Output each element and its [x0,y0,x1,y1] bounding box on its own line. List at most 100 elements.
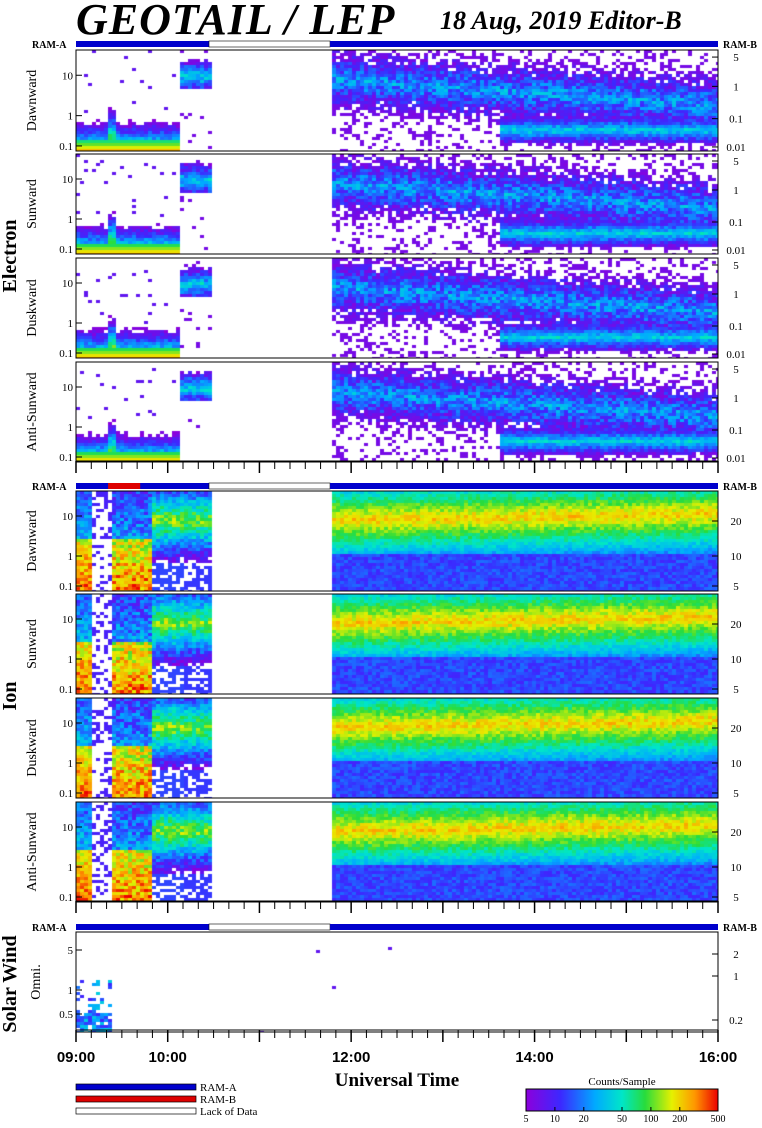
panel-label: Sunward [25,619,40,669]
left-tick-label: 1 [68,318,74,330]
spectrogram-image [76,50,718,151]
legend-swatch [75,1083,197,1091]
right-tick-label: 5 [733,52,739,64]
panel-frame [75,697,719,799]
left-tick-label: 1 [68,654,74,666]
ram-bar-a [76,483,209,489]
right-tick-label: 0.01 [726,142,745,154]
spectrogram-image [76,154,718,254]
left-tick-label: 0.5 [59,1009,73,1021]
right-tick-label: 20 [731,516,743,528]
colorbar-tick-label: 50 [617,1114,627,1125]
colorbar-tick-label: 20 [579,1114,589,1125]
colorbar-title: Counts/Sample [588,1076,655,1088]
x-tick-label: 10:00 [149,1049,187,1066]
ram-bar-gap [208,923,331,931]
x-tick-label: 16:00 [699,1049,737,1066]
right-tick-label: 0.1 [729,425,743,437]
spectrogram-image [76,258,718,358]
panel-label: Dawnward [25,70,40,131]
group-label: Solar Wind [0,935,21,1032]
x-tick-label: 14:00 [515,1049,553,1066]
ram-bar-a [76,41,209,47]
spectrogram-image [76,594,718,694]
ram-label-right: RAM-B [723,923,757,934]
left-tick-label: 10 [62,174,74,186]
ram-label-left: RAM-A [32,40,67,51]
colorbar-tick-label: 5 [524,1114,529,1125]
spectrogram-image [76,932,718,1032]
right-tick-label: 5 [733,788,739,800]
chart-date-editor: 18 Aug, 2019 Editor-B [440,6,682,35]
left-tick-label: 0.1 [59,348,73,360]
spectrogram-image [76,491,718,591]
right-tick-label: 0.1 [729,217,743,229]
left-tick-label: 0.1 [59,684,73,696]
spectrogram-image [76,802,718,902]
left-tick-label: 0.1 [59,892,73,904]
panel-frame [75,257,719,359]
left-tick-label: 1 [68,111,74,123]
right-tick-label: 0.01 [726,453,745,465]
left-tick-label: 1 [68,551,74,563]
left-tick-label: 10 [62,70,74,82]
legend-label: RAM-B [200,1094,236,1106]
right-tick-label: 1 [733,81,739,93]
left-tick-label: 10 [62,382,74,394]
left-tick-label: 10 [62,822,74,834]
right-tick-label: 20 [731,619,743,631]
spectrogram-image [76,362,718,462]
left-tick-label: 10 [62,614,74,626]
ram-label-right: RAM-B [723,482,757,493]
right-tick-label: 0.1 [729,114,743,126]
ram-bar-red [108,483,141,489]
right-tick-label: 5 [733,892,739,904]
left-tick-label: 10 [62,511,74,523]
left-tick-label: 5 [68,945,74,957]
left-tick-label: 1 [68,985,74,997]
right-tick-label: 1 [733,971,739,983]
right-tick-label: 20 [731,723,743,735]
legend-swatch [75,1095,197,1103]
left-tick-label: 10 [62,718,74,730]
panel-frame [75,153,719,255]
right-tick-label: 1 [733,185,739,197]
left-tick-label: 0.1 [59,141,73,153]
left-tick-label: 1 [68,862,74,874]
right-tick-label: 5 [733,364,739,376]
right-tick-label: 10 [731,654,743,666]
right-tick-label: 5 [733,581,739,593]
left-tick-label: 10 [62,278,74,290]
spectrogram-image [76,698,718,798]
ram-bar-b [330,924,718,930]
ram-label-right: RAM-B [723,40,757,51]
left-tick-label: 1 [68,214,74,226]
right-tick-label: 0.01 [726,245,745,257]
x-tick-label: 09:00 [57,1049,95,1066]
right-tick-label: 20 [731,827,743,839]
left-tick-label: 0.1 [59,581,73,593]
ram-bar-a [76,924,209,930]
ram-bar-b [330,483,718,489]
ram-bar-b [330,41,718,47]
right-tick-label: 0.2 [729,1015,743,1027]
x-tick-label: 12:00 [332,1049,370,1066]
right-tick-label: 0.01 [726,349,745,361]
colorbar-tick-label: 200 [672,1114,687,1125]
right-tick-label: 5 [733,156,739,168]
right-tick-label: 5 [733,684,739,696]
chart-title: GEOTAIL / LEP [76,0,396,44]
group-label: Electron [0,220,21,293]
right-tick-label: 10 [731,862,743,874]
right-tick-label: 1 [733,393,739,405]
colorbar-tick-label: 500 [711,1114,726,1125]
right-tick-label: 1 [733,289,739,301]
ram-label-left: RAM-A [32,923,67,934]
left-tick-label: 1 [68,758,74,770]
ram-bar-gap [208,482,331,490]
panel-label: Dawnward [25,510,40,571]
x-axis-label: Universal Time [335,1070,459,1091]
legend-label: Lack of Data [200,1106,258,1118]
ram-label-left: RAM-A [32,482,67,493]
